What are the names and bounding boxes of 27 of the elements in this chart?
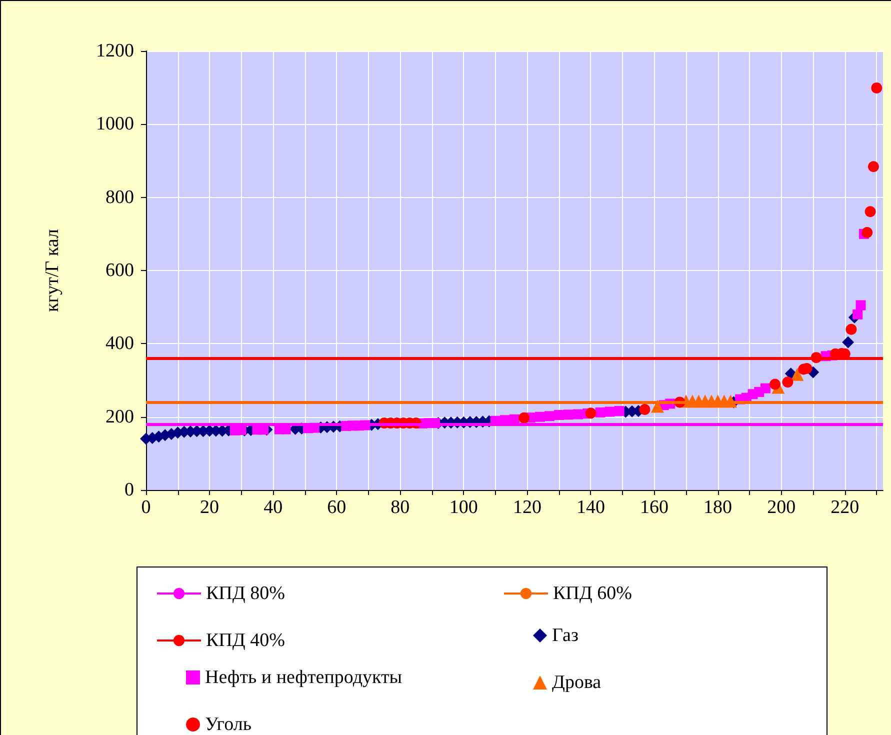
legend-label: КПД 40% bbox=[206, 630, 286, 651]
y-tick-label: 800 bbox=[106, 186, 134, 208]
legend-label: Газ bbox=[552, 625, 578, 646]
x-tick-label: 100 bbox=[449, 497, 478, 518]
y-axis-title: кгут/Г кал bbox=[42, 228, 63, 312]
x-tick-label: 20 bbox=[200, 497, 220, 518]
legend-label: КПД 60% bbox=[553, 583, 632, 604]
y-tick-label: 1000 bbox=[96, 114, 134, 135]
legend-label: КПД 80% bbox=[206, 583, 286, 604]
x-tick-label: 160 bbox=[640, 497, 669, 518]
y-tick-label: 400 bbox=[106, 333, 134, 354]
y-tick-label: 200 bbox=[106, 406, 134, 428]
x-tick-label: 140 bbox=[576, 497, 605, 518]
legend-label: Дрова bbox=[552, 672, 602, 693]
y-tick-label: 600 bbox=[106, 260, 134, 281]
y-tick-label: 1200 bbox=[96, 40, 134, 62]
x-tick-label: 40 bbox=[264, 497, 283, 518]
x-tick-label: 200 bbox=[767, 497, 796, 518]
x-tick-label: 120 bbox=[512, 497, 542, 518]
x-tick-label: 80 bbox=[390, 497, 410, 518]
x-tick-label: 180 bbox=[704, 497, 732, 518]
y-tick-label: 0 bbox=[124, 480, 134, 500]
x-tick-label: 0 bbox=[141, 497, 151, 518]
x-tick-label: 60 bbox=[327, 497, 346, 518]
x-tick-label: 220 bbox=[830, 497, 860, 518]
legend-label: Нефть и нефтепродукты bbox=[205, 667, 402, 688]
legend-label: Уголь bbox=[205, 714, 252, 735]
